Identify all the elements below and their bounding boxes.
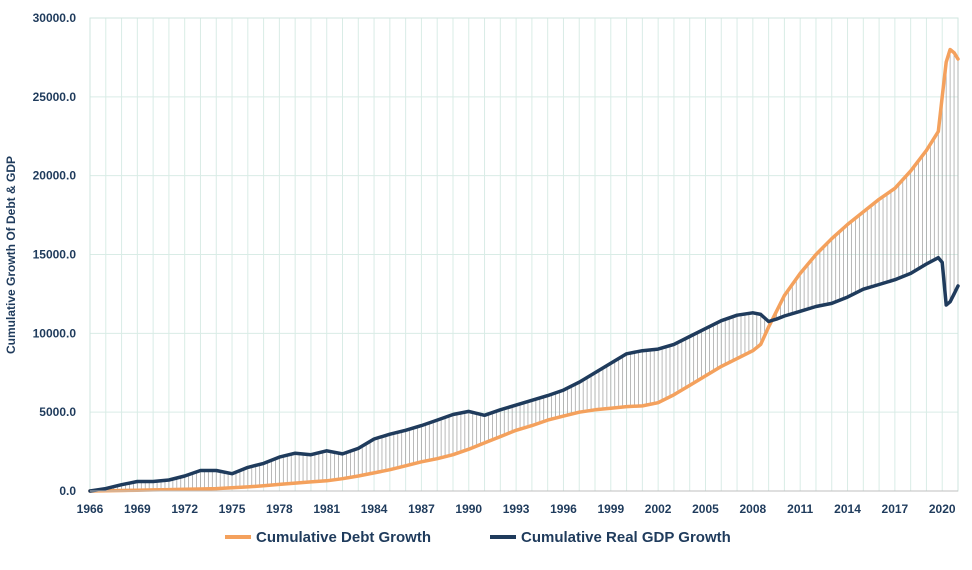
x-tick-label: 2005	[692, 502, 719, 516]
y-tick-label: 25000.0	[33, 90, 77, 104]
legend-item-gdp: Cumulative Real GDP Growth	[490, 529, 731, 546]
x-tick-label: 1984	[361, 502, 388, 516]
legend-item-debt: Cumulative Debt Growth	[225, 529, 431, 546]
x-tick-label: 1969	[124, 502, 151, 516]
x-tick-label: 1975	[219, 502, 246, 516]
series-line-gdp	[88, 255, 960, 493]
y-tick-label: 10000.0	[33, 326, 77, 340]
x-tick-label: 2011	[787, 502, 813, 516]
axes: 0.0 5000.0 10000.0 15000.0 20000.0 25000.0 300…	[33, 11, 958, 516]
y-tick-label: 20000.0	[33, 169, 77, 183]
x-tick-label: 1972	[171, 502, 198, 516]
x-tick-label: 2008	[739, 502, 766, 516]
x-tick-label: 1966	[77, 502, 104, 516]
fill-between-hatch	[93, 49, 959, 491]
x-tick-label: 1978	[266, 502, 293, 516]
legend: Cumulative Debt Growth Cumulative Real GD…	[225, 529, 731, 546]
x-tick-label: 2002	[645, 502, 672, 516]
x-tick-label: 2014	[834, 502, 861, 516]
legend-label: Cumulative Real GDP Growth	[521, 529, 731, 546]
x-tick-label: 1996	[550, 502, 577, 516]
x-tick-label: 1987	[408, 502, 435, 516]
x-tick-label: 2020	[929, 502, 956, 516]
y-tick-label: 15000.0	[33, 248, 77, 262]
series-lines	[88, 47, 960, 493]
x-tick-label: 1993	[503, 502, 530, 516]
legend-label: Cumulative Debt Growth	[256, 529, 431, 546]
x-tick-label: 2017	[882, 502, 909, 516]
y-tick-label: 30000.0	[33, 11, 77, 25]
y-axis-title: Cumulative Growth Of Debt & GDP	[4, 156, 18, 354]
y-tick-label: 0.0	[59, 484, 76, 498]
series-line-debt	[88, 47, 960, 493]
x-tick-label: 1999	[597, 502, 624, 516]
x-tick-label: 1990	[455, 502, 482, 516]
x-tick-label: 1981	[313, 502, 340, 516]
y-tick-label: 5000.0	[39, 405, 76, 419]
